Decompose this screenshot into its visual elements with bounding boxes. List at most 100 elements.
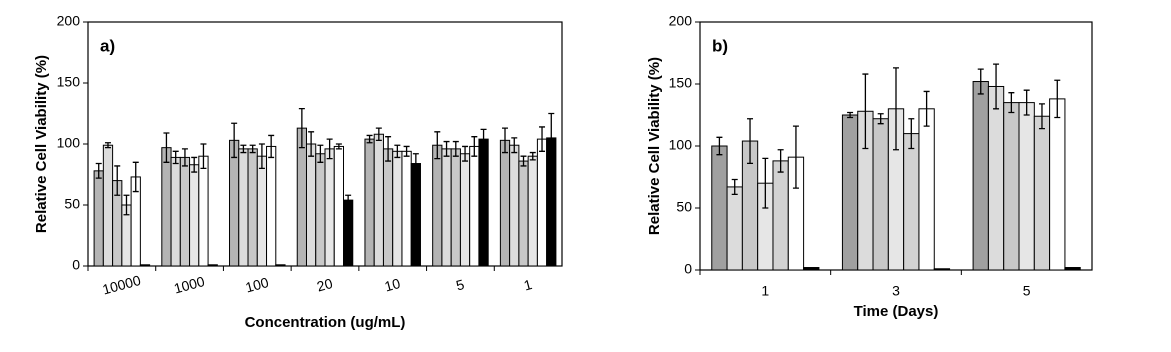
bar: [536, 138, 548, 267]
bar: [432, 144, 443, 267]
error-bar: [480, 128, 487, 150]
bar: [459, 153, 471, 267]
error-bar: [923, 90, 930, 127]
error-bar: [777, 149, 784, 173]
error-bar: [1038, 103, 1045, 130]
bar: [527, 155, 538, 267]
bar: [450, 148, 461, 267]
error-bar: [1023, 89, 1030, 116]
error-bar: [792, 125, 799, 189]
bar: [726, 186, 743, 271]
bar: [803, 267, 820, 271]
bar: [198, 155, 209, 267]
error-bar: [731, 178, 738, 196]
bar: [139, 264, 151, 267]
x-tick-label: 100: [244, 274, 271, 296]
error-bar: [434, 131, 441, 160]
error-bar: [1054, 79, 1061, 119]
bar: [382, 148, 394, 267]
y-tick-label: 0: [72, 257, 80, 273]
bar: [333, 145, 345, 267]
error-bar: [908, 118, 915, 150]
bar: [841, 114, 859, 271]
bar: [918, 108, 935, 271]
x-tick-label: 1: [522, 276, 534, 294]
error-bar: [471, 136, 478, 157]
y-tick-label: 100: [57, 135, 81, 151]
error-bar: [862, 73, 869, 150]
error-bar: [716, 136, 723, 156]
error-bar: [191, 156, 198, 173]
y-tick-label: 50: [64, 196, 80, 212]
error-bar: [993, 63, 1000, 110]
bar: [296, 127, 307, 267]
error-bar: [95, 162, 102, 179]
y-tick-label: 200: [669, 13, 693, 29]
error-bar: [163, 132, 170, 163]
bar: [364, 138, 375, 267]
bar: [247, 148, 258, 267]
bar: [102, 144, 114, 267]
bar: [161, 147, 172, 267]
bar: [343, 199, 354, 267]
bar: [256, 155, 268, 267]
error-bar: [394, 144, 401, 159]
error-bar: [977, 68, 984, 95]
error-bar: [762, 157, 769, 209]
bar: [1003, 102, 1020, 271]
error-bar: [132, 161, 139, 193]
bar: [772, 160, 789, 271]
error-bar: [403, 145, 410, 157]
error-bar: [893, 67, 899, 151]
x-tick-label: 10: [383, 275, 402, 295]
bar: [1033, 115, 1051, 271]
bar: [478, 138, 489, 267]
error-bar: [104, 142, 111, 149]
x-tick-label: 20: [315, 275, 334, 295]
bar: [305, 143, 317, 267]
x-tick-label: 5: [454, 276, 466, 294]
error-bar: [529, 151, 536, 161]
error-bar: [308, 131, 315, 157]
error-bar: [847, 111, 854, 119]
x-tick-label: 5: [1023, 283, 1031, 299]
bar: [509, 144, 520, 267]
y-tick-label: 200: [57, 13, 81, 29]
error-bar: [462, 145, 469, 162]
x-tick-label: 1000: [172, 273, 206, 297]
panel-label: a): [100, 36, 115, 55]
bar: [1049, 98, 1066, 271]
panel-label: b): [712, 36, 728, 55]
bar: [392, 150, 403, 267]
bar: [469, 145, 480, 267]
bar: [207, 264, 218, 267]
error-bar: [114, 165, 121, 196]
error-bar: [326, 138, 333, 160]
error-bar: [1008, 92, 1015, 114]
bar: [441, 148, 452, 267]
error-bar: [539, 126, 546, 152]
bar: [324, 148, 335, 267]
bar: [93, 170, 104, 267]
error-bar: [123, 194, 130, 216]
y-tick-label: 150: [57, 74, 81, 90]
bar: [933, 268, 951, 271]
error-bar: [443, 140, 450, 157]
bar: [170, 156, 181, 267]
bar: [872, 118, 889, 271]
error-bar: [200, 143, 207, 170]
error-bar: [511, 137, 518, 154]
bar: [373, 133, 384, 267]
error-bar: [181, 148, 188, 167]
bar: [1018, 102, 1035, 271]
y-tick-label: 100: [669, 137, 693, 153]
error-bar: [375, 127, 382, 141]
error-bar: [548, 112, 555, 163]
error-bar: [520, 155, 527, 167]
error-bar: [335, 143, 342, 150]
x-tick-label: 10000: [101, 272, 143, 298]
error-bar: [502, 127, 509, 154]
bar: [903, 133, 920, 271]
error-bar: [172, 150, 179, 165]
